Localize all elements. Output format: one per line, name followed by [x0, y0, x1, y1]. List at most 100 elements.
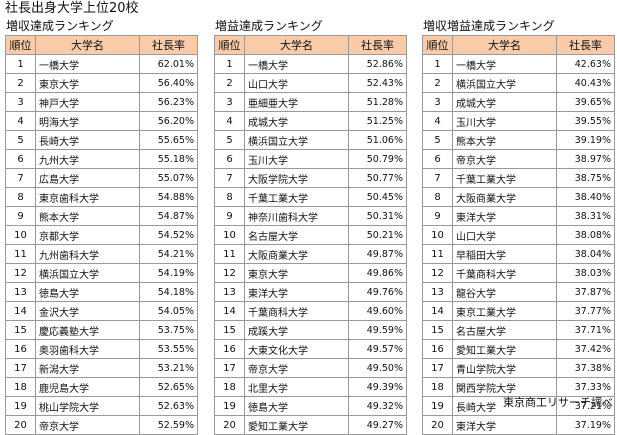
rank-cell: 19 — [214, 396, 245, 416]
rate-cell: 39.55% — [556, 111, 615, 131]
rate-cell: 49.76% — [348, 282, 407, 302]
rate-cell: 49.39% — [348, 377, 407, 397]
university-cell: 関西学院大学 — [452, 377, 557, 397]
rate-cell: 49.32% — [348, 396, 407, 416]
rate-cell: 38.40% — [556, 187, 615, 207]
rate-cell: 38.08% — [556, 225, 615, 245]
profit-growth-section: 増益達成ランキング 順位 大学名 社長率 1 一橋大学 52.86% 2 山口大学 52.… — [214, 19, 407, 435]
table-row: 4 明海大学 56.20% — [5, 111, 198, 131]
table-header-row: 順位 大学名 社長率 — [422, 35, 615, 55]
rate-cell: 54.18% — [139, 282, 198, 302]
university-cell: 山口大学 — [452, 225, 557, 245]
university-cell: 成城大学 — [452, 92, 557, 112]
university-cell: 慶応義塾大学 — [35, 320, 140, 340]
rank-cell: 11 — [214, 244, 245, 264]
table-row: 7 大阪学院大学 50.77% — [214, 168, 407, 188]
table-row: 17 帝京大学 49.50% — [214, 358, 407, 378]
revenue-and-profit-growth-section: 増収増益達成ランキング 順位 大学名 社長率 1 一橋大学 42.63% 2 横浜国立大… — [422, 19, 615, 435]
university-cell: 大阪学院大学 — [244, 168, 349, 188]
rate-cell: 56.23% — [139, 92, 198, 112]
table-row: 3 亜細亜大学 51.28% — [214, 92, 407, 112]
rank-cell: 17 — [5, 358, 36, 378]
table-row: 2 山口大学 52.43% — [214, 73, 407, 93]
table-row: 20 愛知工業大学 49.27% — [214, 415, 407, 435]
rank-cell: 14 — [214, 301, 245, 321]
university-cell: 九州歯科大学 — [35, 244, 140, 264]
table-row: 5 熊本大学 39.19% — [422, 130, 615, 150]
rate-cell: 37.19% — [556, 415, 615, 435]
university-header: 大学名 — [452, 35, 557, 55]
rate-cell: 54.87% — [139, 206, 198, 226]
rank-cell: 7 — [214, 168, 245, 188]
rank-cell: 11 — [422, 244, 453, 264]
university-cell: 神戸大学 — [35, 92, 140, 112]
table-row: 14 千葉商科大学 49.60% — [214, 301, 407, 321]
table-row: 14 金沢大学 54.05% — [5, 301, 198, 321]
university-cell: 東京大学 — [244, 263, 349, 283]
table-row: 6 帝京大学 38.97% — [422, 149, 615, 169]
table-row: 10 京都大学 54.52% — [5, 225, 198, 245]
table-row: 3 成城大学 39.65% — [422, 92, 615, 112]
table-row: 9 熊本大学 54.87% — [5, 206, 198, 226]
table-row: 17 青山学院大学 37.38% — [422, 358, 615, 378]
university-cell: 京都大学 — [35, 225, 140, 245]
table-row: 5 長崎大学 55.65% — [5, 130, 198, 150]
table-row: 19 桃山学院大学 52.63% — [5, 396, 198, 416]
university-cell: 千葉商科大学 — [452, 263, 557, 283]
university-cell: 大東文化大学 — [244, 339, 349, 359]
revenue-growth-table: 順位 大学名 社長率 1 一橋大学 62.01% 2 東京大学 56.40% 3 神戸大学 56… — [5, 35, 198, 435]
section-title: 増収達成ランキング — [6, 19, 114, 33]
rank-cell: 8 — [5, 187, 36, 207]
university-cell: 帝京大学 — [244, 358, 349, 378]
rate-cell: 53.75% — [139, 320, 198, 340]
rate-cell: 37.87% — [556, 282, 615, 302]
rate-cell: 37.77% — [556, 301, 615, 321]
rank-cell: 7 — [5, 168, 36, 188]
university-cell: 一橋大学 — [244, 54, 349, 74]
table-row: 11 大阪商業大学 49.87% — [214, 244, 407, 264]
university-cell: 横浜国立大学 — [244, 130, 349, 150]
rank-cell: 12 — [422, 263, 453, 283]
rank-cell: 9 — [214, 206, 245, 226]
rate-cell: 49.87% — [348, 244, 407, 264]
university-cell: 大阪商業大学 — [452, 187, 557, 207]
university-cell: 北里大学 — [244, 377, 349, 397]
rank-cell: 2 — [422, 73, 453, 93]
university-cell: 成蹊大学 — [244, 320, 349, 340]
rank-cell: 15 — [5, 320, 36, 340]
rate-cell: 52.86% — [348, 54, 407, 74]
table-row: 15 名古屋大学 37.71% — [422, 320, 615, 340]
table-row: 13 東洋大学 49.76% — [214, 282, 407, 302]
university-cell: 亜細亜大学 — [244, 92, 349, 112]
table-row: 12 東京大学 49.86% — [214, 263, 407, 283]
rank-cell: 20 — [214, 415, 245, 435]
rank-cell: 15 — [214, 320, 245, 340]
rank-cell: 14 — [422, 301, 453, 321]
rank-cell: 1 — [214, 54, 245, 74]
university-cell: 新潟大学 — [35, 358, 140, 378]
table-row: 15 成蹊大学 49.59% — [214, 320, 407, 340]
table-row: 1 一橋大学 62.01% — [5, 54, 198, 74]
rate-cell: 52.63% — [139, 396, 198, 416]
rate-cell: 55.07% — [139, 168, 198, 188]
rank-cell: 13 — [5, 282, 36, 302]
table-row: 15 慶応義塾大学 53.75% — [5, 320, 198, 340]
rate-cell: 54.88% — [139, 187, 198, 207]
table-row: 12 横浜国立大学 54.19% — [5, 263, 198, 283]
university-cell: 東洋大学 — [452, 415, 557, 435]
table-row: 18 鹿児島大学 52.65% — [5, 377, 198, 397]
revenue-and-profit-growth-table: 順位 大学名 社長率 1 一橋大学 42.63% 2 横浜国立大学 40.43% 3 成城大学… — [422, 35, 615, 435]
rank-cell: 20 — [422, 415, 453, 435]
university-cell: 玉川大学 — [244, 149, 349, 169]
rate-cell: 49.60% — [348, 301, 407, 321]
rate-cell: 55.18% — [139, 149, 198, 169]
rank-cell: 5 — [214, 130, 245, 150]
university-cell: 九州大学 — [35, 149, 140, 169]
university-cell: 千葉工業大学 — [452, 168, 557, 188]
rank-cell: 15 — [422, 320, 453, 340]
rank-cell: 5 — [422, 130, 453, 150]
rank-header: 順位 — [5, 35, 36, 55]
table-row: 19 徳島大学 49.32% — [214, 396, 407, 416]
rate-header: 社長率 — [348, 35, 407, 55]
table-row: 16 奥羽歯科大学 53.55% — [5, 339, 198, 359]
